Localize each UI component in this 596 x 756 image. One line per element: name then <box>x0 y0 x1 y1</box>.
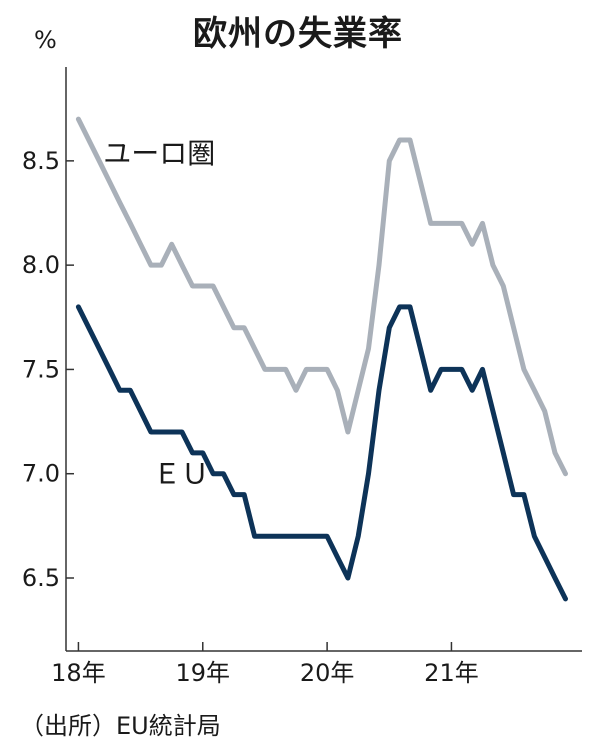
y-tick-label: 7.5 <box>22 355 60 383</box>
y-tick-label: 8.0 <box>22 251 60 279</box>
chart-title: 欧州の失業率 <box>193 14 403 54</box>
source-note: （出所）EU統計局 <box>20 712 221 740</box>
series-lines <box>75 116 568 602</box>
series-label-eurozone: ユーロ圏 <box>103 137 215 170</box>
x-tick-label: 19年 <box>175 659 230 687</box>
series-line-eu <box>75 304 568 602</box>
axis-ticks: 6.5 7.0 7.5 8.0 8.5 18年 19年 20年 21年 <box>22 147 479 687</box>
series-line-eurozone <box>75 116 568 477</box>
x-tick-label: 21年 <box>424 659 479 687</box>
x-tick-label: 20年 <box>300 659 355 687</box>
x-tick-label: 18年 <box>51 659 106 687</box>
series-labels: ユーロ圏 ＥＵ <box>103 137 215 491</box>
axes <box>65 67 582 652</box>
series-label-eu: ＥＵ <box>153 458 209 491</box>
y-tick-label: 8.5 <box>22 147 60 175</box>
y-axis-unit: % <box>34 26 57 54</box>
y-tick-label: 6.5 <box>22 564 60 592</box>
y-tick-label: 7.0 <box>22 460 60 488</box>
